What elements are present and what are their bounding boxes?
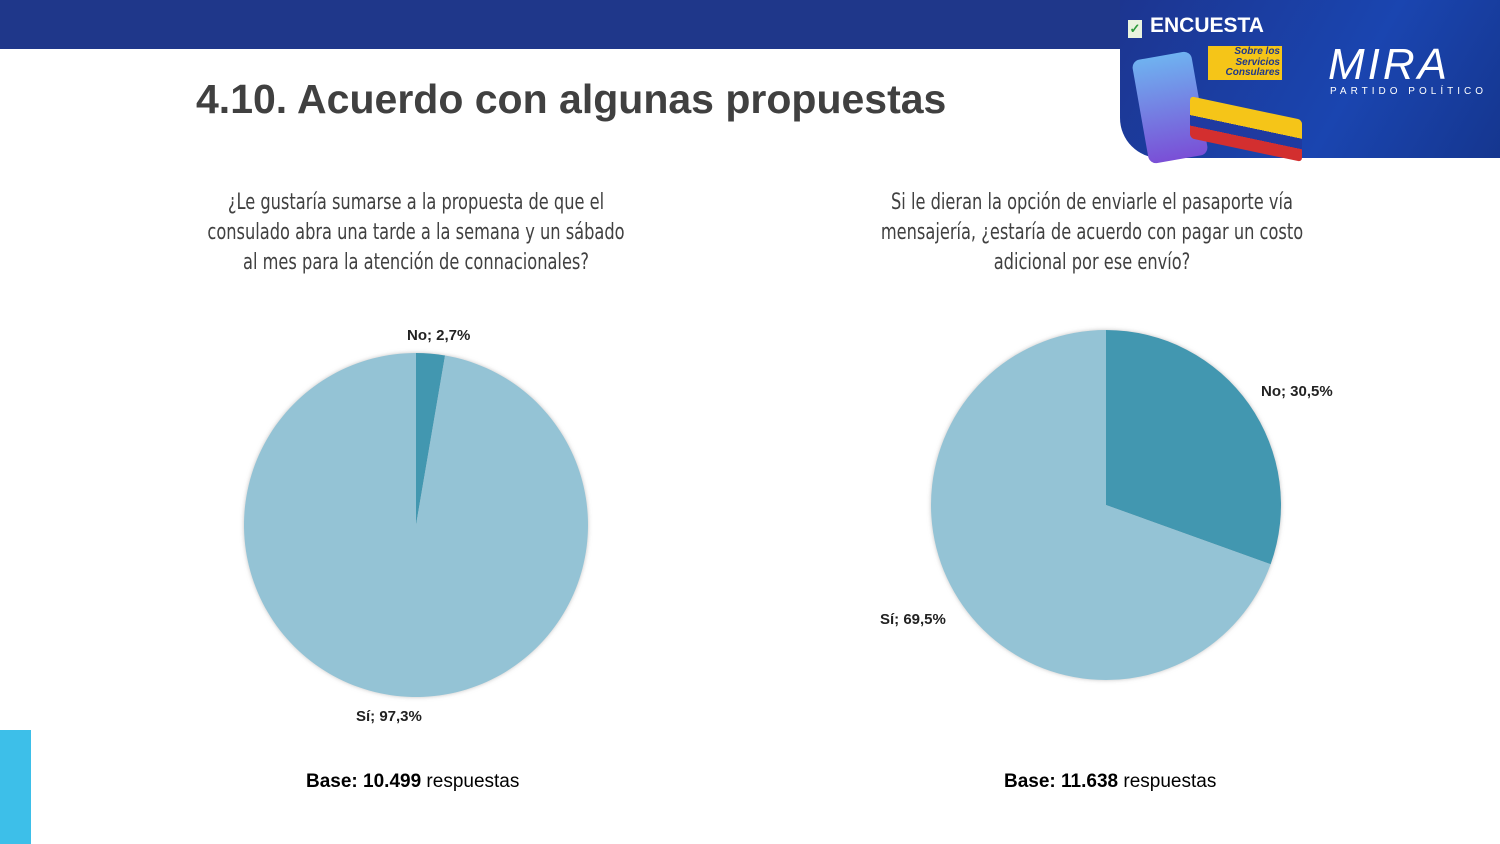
pie1-label-no: No; 2,7% [407, 327, 470, 344]
survey-badge: ENCUESTA [1150, 14, 1264, 37]
pie2-label-si: Sí; 69,5% [880, 611, 946, 628]
base-1-count: Base: 10.499 [306, 771, 422, 792]
question-2: Si le dieran la opción de enviarle el pa… [880, 190, 1304, 275]
banner-corner [1060, 49, 1120, 169]
pie1-slice-no [416, 353, 446, 525]
base-2: Base: 11.638 respuestas [1004, 771, 1216, 793]
base-2-count: Base: 11.638 [1004, 771, 1119, 792]
pie1-slice-si [243, 353, 588, 697]
mira-logo: MIRA [1328, 40, 1450, 89]
base-2-suffix: respuestas [1118, 771, 1217, 792]
pie-chart-1 [243, 353, 588, 697]
question-1: ¿Le gustaría sumarse a la propuesta de q… [207, 190, 625, 275]
pie1-label-si: Sí; 97,3% [356, 708, 422, 725]
accent-bar [0, 730, 31, 844]
page-title: 4.10. Acuerdo con algunas propuestas [196, 76, 947, 122]
pie-chart-2 [931, 330, 1281, 680]
base-1-suffix: respuestas [421, 771, 520, 792]
base-1: Base: 10.499 respuestas [306, 771, 519, 793]
pie2-label-no: No; 30,5% [1261, 383, 1333, 400]
pie2-slice-si [931, 330, 1271, 680]
survey-subtitle: Sobre los Servicios Consulares [1208, 46, 1282, 80]
pie2-slice-no [1106, 330, 1281, 565]
logo-subtitle: PARTIDO POLÍTICO [1330, 86, 1487, 97]
check-icon: ✓ [1128, 20, 1142, 38]
